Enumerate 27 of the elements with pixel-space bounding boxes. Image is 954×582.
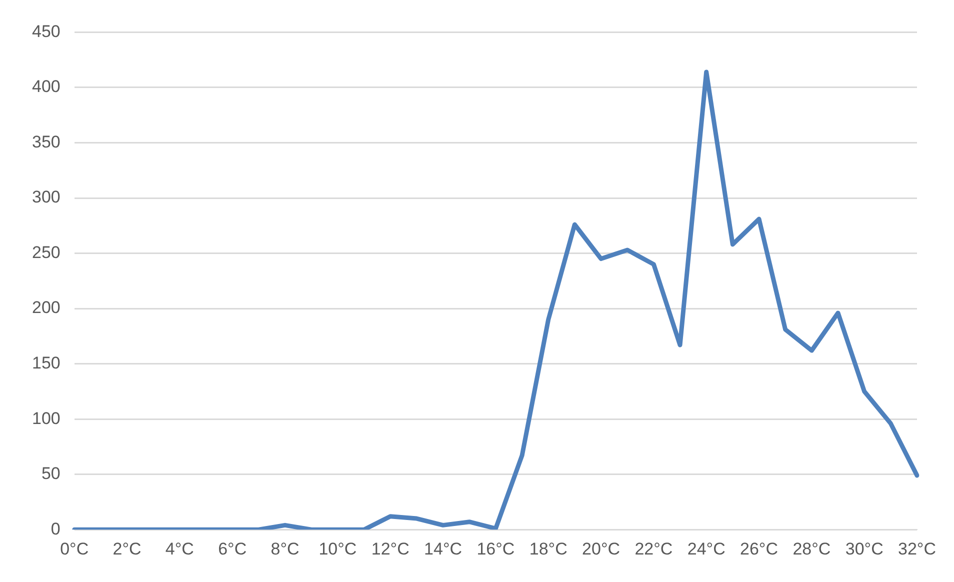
x-tick-label: 6°C [218, 539, 247, 558]
x-tick-label: 16°C [476, 539, 515, 558]
x-tick-label: 10°C [318, 539, 357, 558]
y-tick-label: 50 [41, 464, 60, 484]
y-tick-label: 200 [32, 298, 60, 318]
y-tick-label: 0 [50, 519, 60, 538]
x-tick-label: 12°C [371, 539, 410, 558]
x-tick-label: 4°C [165, 539, 194, 558]
x-tick-label: 28°C [792, 539, 831, 558]
x-tick-label: 0°C [60, 539, 89, 558]
x-tick-label: 18°C [529, 539, 568, 558]
x-tick-label: 24°C [687, 539, 726, 558]
y-tick-label: 100 [32, 408, 60, 428]
x-tick-label: 8°C [270, 539, 300, 558]
y-tick-label: 350 [32, 132, 60, 152]
y-tick-label: 400 [32, 77, 60, 96]
x-tick-label: 32°C [898, 539, 936, 558]
x-tick-label: 14°C [424, 539, 462, 558]
y-tick-label: 250 [32, 242, 60, 262]
x-tick-label: 30°C [845, 539, 884, 558]
y-tick-label: 300 [32, 188, 60, 207]
y-tick-label: 150 [32, 353, 60, 372]
x-tick-label: 26°C [740, 539, 778, 558]
x-tick-label: 22°C [634, 539, 673, 558]
y-tick-label: 450 [32, 22, 60, 41]
x-tick-label: 20°C [582, 539, 620, 558]
x-tick-label: 2°C [112, 539, 142, 558]
